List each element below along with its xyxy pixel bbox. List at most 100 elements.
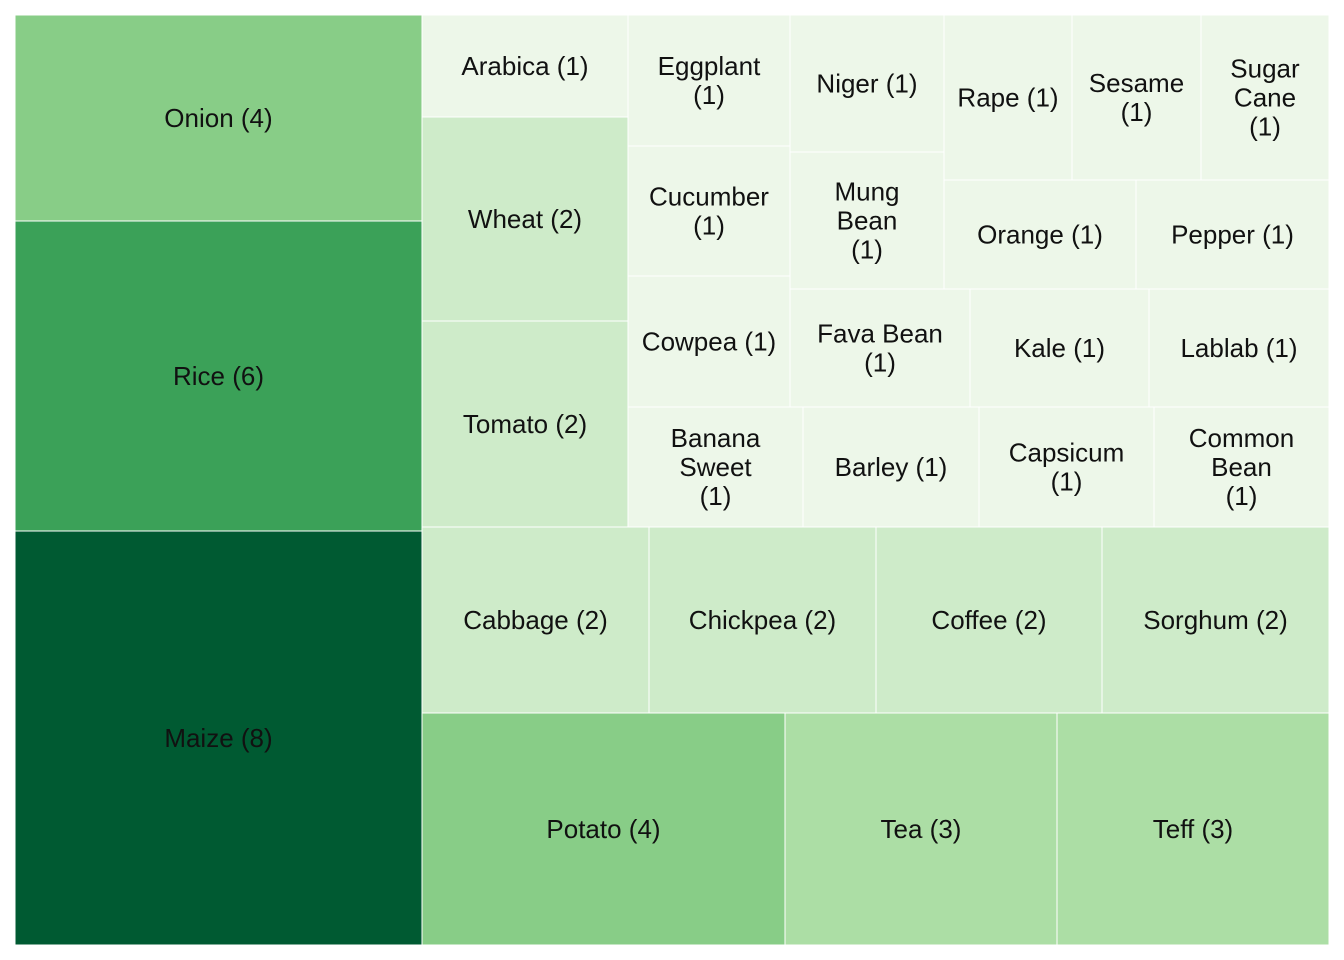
tile-kale [969, 288, 1150, 408]
tile-label-chickpea: Chickpea (2) [689, 605, 836, 635]
tile-barley [802, 406, 980, 528]
tile-label-cabbage: Cabbage (2) [463, 605, 608, 635]
tile-label-onion: Onion (4) [164, 103, 272, 133]
tile-label-line: Cucumber [649, 182, 769, 212]
tile-label-line: (1) [700, 481, 732, 511]
tile-wheat [421, 116, 629, 322]
tile-label-line: Tea (3) [881, 814, 962, 844]
tile-cabbage [421, 526, 650, 714]
tile-label-line: (1) [693, 80, 725, 110]
tile-label-fava-bean: Fava Bean (1) [817, 319, 943, 378]
tile-label-niger: Niger (1) [816, 69, 917, 99]
tile-label-line: (1) [864, 348, 896, 378]
tile-label-line: Rice (6) [173, 361, 264, 391]
tile-label-coffee: Coffee (2) [931, 605, 1046, 635]
tile-label-barley: Barley (1) [835, 452, 948, 482]
tile-fava-bean [789, 288, 971, 408]
tile-label-line: Maize (8) [164, 723, 272, 753]
tile-label-wheat: Wheat (2) [468, 204, 582, 234]
tile-lablab [1148, 288, 1330, 408]
tile-label-cucumber: Cucumber (1) [649, 182, 769, 241]
tile-onion [14, 14, 423, 222]
tile-label-line: Sweet [679, 452, 752, 482]
tile-label-eggplant: Eggplant (1) [658, 51, 761, 110]
tile-potato [421, 712, 786, 946]
tile-label-tea: Tea (3) [881, 814, 962, 844]
tile-teff [1056, 712, 1330, 946]
tile-label-lablab: Lablab (1) [1180, 333, 1297, 363]
tile-tea [784, 712, 1058, 946]
tile-label-orange: Orange (1) [977, 220, 1103, 250]
tile-label-kale: Kale (1) [1014, 333, 1105, 363]
tile-label-line: Onion (4) [164, 103, 272, 133]
tile-capsicum [978, 406, 1155, 528]
tile-label-line: Cane [1234, 83, 1296, 113]
tile-label-line: Fava Bean [817, 319, 943, 349]
tile-label-line: (1) [693, 211, 725, 241]
tile-label-line: Cabbage (2) [463, 605, 608, 635]
tile-label-capsicum: Capsicum (1) [1009, 438, 1125, 497]
tile-label-line: (1) [851, 235, 883, 265]
tile-label-line: Common [1189, 423, 1294, 453]
tile-label-pepper: Pepper (1) [1171, 220, 1294, 250]
tile-label-teff: Teff (3) [1153, 814, 1233, 844]
tile-label-line: Coffee (2) [931, 605, 1046, 635]
tile-chickpea [648, 526, 877, 714]
tile-label-line: Sorghum (2) [1143, 605, 1288, 635]
tile-cucumber [627, 145, 791, 277]
tile-sorghum [1101, 526, 1330, 714]
tile-label-line: Rape (1) [957, 83, 1058, 113]
tile-label-line: Orange (1) [977, 220, 1103, 250]
tile-label-line: Niger (1) [816, 69, 917, 99]
tile-orange [943, 179, 1137, 290]
tile-label-line: Wheat (2) [468, 204, 582, 234]
tile-label-line: Banana [671, 423, 761, 453]
tile-label-line: Teff (3) [1153, 814, 1233, 844]
tile-rice [14, 220, 423, 532]
tile-label-line: Arabica (1) [461, 51, 588, 81]
tile-rape [943, 14, 1073, 181]
tile-maize [14, 530, 423, 946]
tile-label-line: (1) [1249, 112, 1281, 142]
tile-label-line: Potato (4) [546, 814, 660, 844]
tile-arabica [421, 14, 629, 118]
tile-label-line: Bean [1211, 452, 1272, 482]
tile-label-rice: Rice (6) [173, 361, 264, 391]
tile-label-line: (1) [1051, 467, 1083, 497]
tile-label-cowpea: Cowpea (1) [642, 327, 776, 357]
tile-pepper [1135, 179, 1330, 290]
tile-label-common-bean: Common Bean (1) [1189, 423, 1294, 511]
tile-sugar-cane [1200, 14, 1330, 181]
tile-label-line: Chickpea (2) [689, 605, 836, 635]
tile-eggplant [627, 14, 791, 147]
tile-label-tomato: Tomato (2) [463, 409, 587, 439]
tile-label-potato: Potato (4) [546, 814, 660, 844]
tile-label-banana-sweet: Banana Sweet (1) [671, 423, 761, 511]
tile-label-line: Pepper (1) [1171, 220, 1294, 250]
tile-label-line: (1) [1226, 481, 1258, 511]
tile-label-line: Sesame [1089, 68, 1184, 98]
tile-label-sugar-cane: Sugar Cane (1) [1230, 54, 1300, 142]
tile-label-line: Barley (1) [835, 452, 948, 482]
tile-sesame [1071, 14, 1202, 181]
tile-label-line: Eggplant [658, 51, 761, 81]
tile-label-rape: Rape (1) [957, 83, 1058, 113]
tile-label-sorghum: Sorghum (2) [1143, 605, 1288, 635]
tile-label-line: Kale (1) [1014, 333, 1105, 363]
tile-label-line: Capsicum [1009, 438, 1125, 468]
tile-label-arabica: Arabica (1) [461, 51, 588, 81]
tile-coffee [875, 526, 1103, 714]
tile-cowpea [627, 275, 791, 408]
tile-mung-bean [789, 151, 945, 290]
tile-label-maize: Maize (8) [164, 723, 272, 753]
tile-common-bean [1153, 406, 1330, 528]
tile-label-line: Lablab (1) [1180, 333, 1297, 363]
tile-label-line: Cowpea (1) [642, 327, 776, 357]
tile-label-line: (1) [1121, 97, 1153, 127]
tile-label-line: Mung [834, 177, 899, 207]
tile-label-line: Sugar [1230, 54, 1300, 84]
tile-label-mung-bean: Mung Bean (1) [834, 177, 899, 265]
tile-label-line: Bean [837, 206, 898, 236]
tile-label-sesame: Sesame (1) [1089, 68, 1184, 127]
